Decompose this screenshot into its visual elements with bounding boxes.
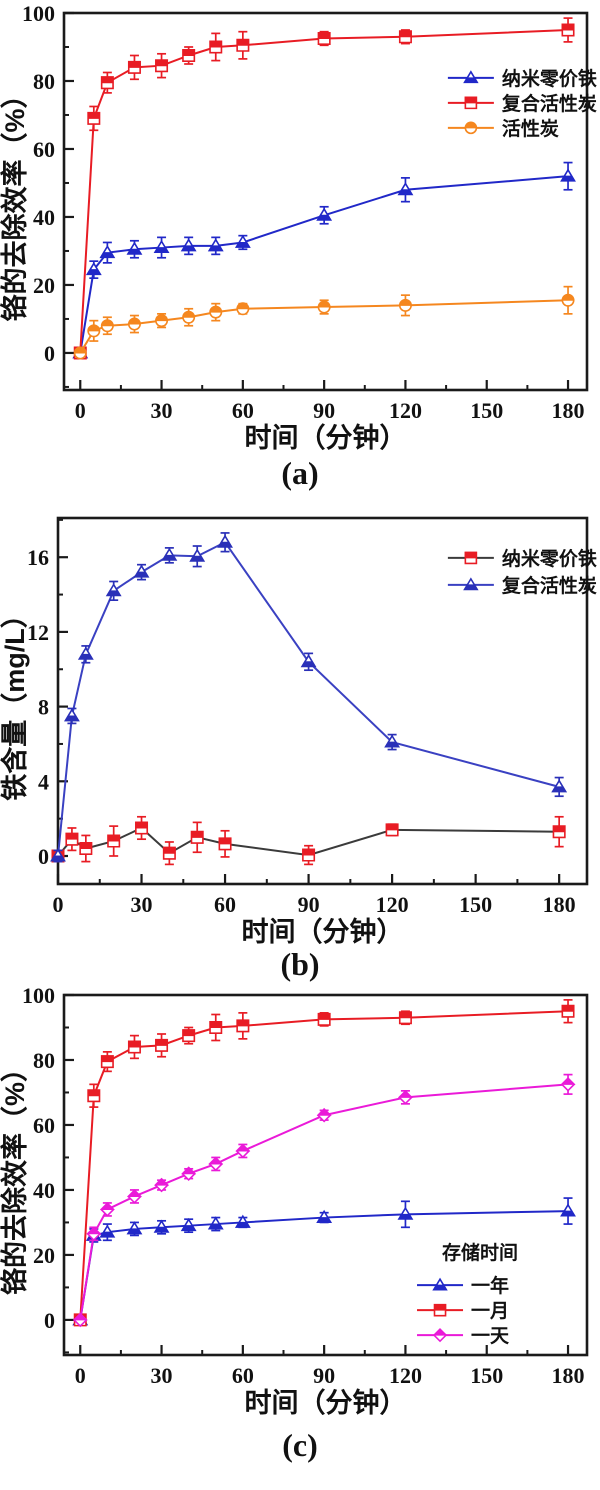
x-tick-label: 180 [552,1363,585,1388]
y-axis-label: 铬的去除效率（%） [0,1055,30,1295]
y-tick-label: 60 [33,1113,55,1138]
x-tick-label: 180 [543,892,576,917]
legend-item-label: 一年 [471,1274,509,1297]
y-tick-label: 0 [44,1308,55,1333]
y-tick-label: 80 [33,1048,55,1073]
x-tick-label: 60 [232,398,254,423]
y-tick-label: 20 [33,273,55,298]
caption-c: (c) [282,1427,318,1463]
x-tick-label: 120 [389,398,422,423]
y-tick-label: 60 [33,137,55,162]
y-tick-label: 80 [33,69,55,94]
series-活性炭 [73,285,575,360]
x-axis-label: 时间（分钟） [242,917,404,947]
x-tick-label: 90 [313,1363,335,1388]
y-tick-label: 20 [33,1243,55,1268]
x-tick-label: 150 [459,892,492,917]
x-tick-label: 30 [151,398,173,423]
y-tick-label: 40 [33,1178,55,1203]
y-tick-label: 12 [27,620,49,645]
x-tick-label: 60 [214,892,236,917]
x-tick-label: 30 [131,892,153,917]
x-tick-label: 0 [75,1363,86,1388]
y-tick-label: 100 [22,985,55,1008]
x-axis-label: 时间（分钟） [245,423,407,452]
y-axis-label: 铬的去除效率（%） [0,81,30,321]
y-tick-label: 4 [38,769,49,794]
x-tick-label: 180 [552,398,585,423]
y-tick-label: 100 [22,1,55,26]
x-axis-label: 时间（分钟） [245,1388,407,1415]
caption-b: (b) [280,946,320,982]
caption-a: (a) [281,455,319,491]
x-tick-label: 90 [298,892,320,917]
panel-a: 0 30 60 90 120 150 180 0 20 40 60 80 100 时间（分钟） 铬的去除效率… [0,0,600,497]
y-tick-label: 16 [27,545,49,570]
y-tick-label: 0 [44,341,55,366]
series-纳米零价铁 [51,815,566,866]
axes: 0 30 60 90 120 150 180 0 20 40 60 80 100 [22,985,589,1388]
x-tick-label: 120 [389,1363,422,1388]
series-一月 [73,999,575,1327]
x-tick-label: 60 [232,1363,254,1388]
x-tick-label: 90 [313,398,335,423]
chart-c: 0 30 60 90 120 150 180 0 20 40 60 80 100 时间（分钟） 铬的去除效率… [0,985,589,1415]
y-tick-label: 40 [33,205,55,230]
panel-c: 0 30 60 90 120 150 180 0 20 40 60 80 100 时间（分钟） 铬的去除效率… [0,985,600,1490]
legend-item-label: 复合活性炭 [501,92,597,115]
x-tick-label: 0 [53,892,64,917]
chart-a: 0 30 60 90 120 150 180 0 20 40 60 80 100 时间（分钟） 铬的去除效率… [0,1,597,452]
legend-item-label: 纳米零价铁 [502,67,597,90]
axes: 0 30 60 90 120 150 180 0 20 40 60 80 100 [22,1,589,423]
legend-item-label: 活性炭 [502,117,559,140]
legend-item-label: 一月 [471,1301,509,1322]
panel-b: 0 30 60 90 120 150 180 0 4 8 12 16 时间（分钟） 铁含量（mg/L） 纳米… [0,497,600,985]
x-tick-label: 0 [75,398,86,423]
legend-item-label: 一天 [471,1326,510,1347]
legend-title: 存储时间 [442,1241,518,1264]
series-复合活性炭 [50,532,568,863]
chart-b: 0 30 60 90 120 150 180 0 4 8 12 16 时间（分钟） 铁含量（mg/L） 纳米… [0,516,597,947]
x-tick-label: 150 [470,398,503,423]
legend-item-label: 纳米零价铁 [502,547,597,570]
y-tick-label: 8 [38,695,49,720]
legend-item-label: 复合活性炭 [501,574,597,597]
x-tick-label: 150 [470,1363,503,1388]
y-tick-label: 0 [38,844,49,869]
x-tick-label: 120 [376,892,409,917]
series-纳米零价铁 [72,161,576,359]
axes: 0 30 60 90 120 150 180 0 4 8 12 16 [27,516,589,917]
x-tick-label: 30 [151,1363,173,1388]
series-一天 [72,1073,576,1328]
y-axis-label: 铁含量（mg/L） [0,601,30,801]
